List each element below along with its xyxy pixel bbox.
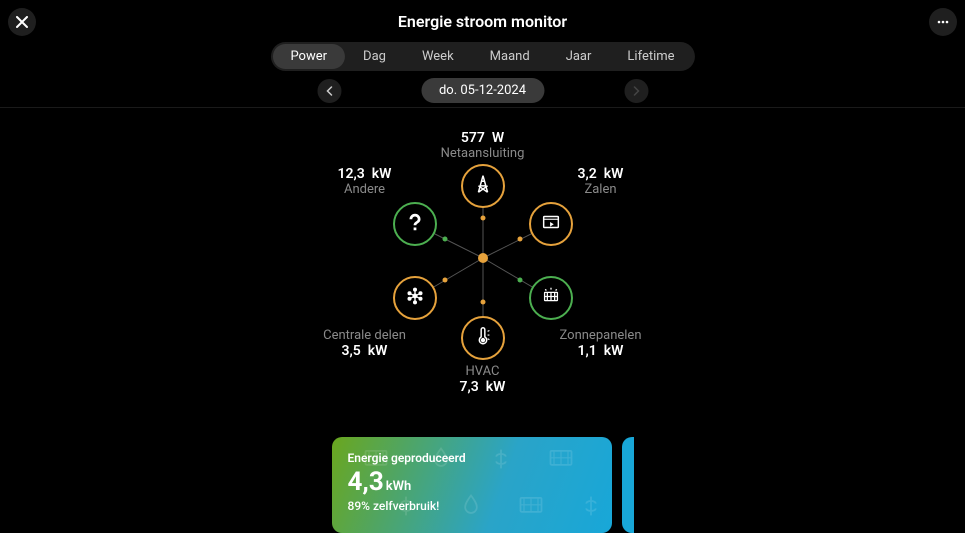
date-display[interactable]: do. 05-12-2024 <box>421 78 544 103</box>
label-hvac: HVAC7,3 kW <box>460 364 506 395</box>
question-icon <box>404 211 426 237</box>
label-zalen: 3,2 kWZalen <box>578 166 624 197</box>
page-title: Energie stroom monitor <box>0 12 965 31</box>
flow-dot-zalen <box>517 237 522 242</box>
card-subtitle: 89% zelfverbruik! <box>348 499 596 513</box>
next-card-peek[interactable] <box>622 437 634 533</box>
label-net: 577 WNetaansluiting <box>441 130 525 161</box>
tab-power[interactable]: Power <box>272 44 345 69</box>
node-solar[interactable] <box>529 276 573 320</box>
next-day-button[interactable] <box>624 79 648 103</box>
node-central[interactable] <box>393 276 437 320</box>
label-solar: Zonnepanelen1,1 kW <box>560 328 642 359</box>
tab-dag[interactable]: Dag <box>345 44 404 69</box>
thermo-icon <box>472 325 494 351</box>
center-hub <box>478 253 488 263</box>
tab-maand[interactable]: Maand <box>472 44 548 69</box>
topbar: Energie stroom monitor PowerDagWeekMaand… <box>0 0 965 108</box>
chevron-right-icon <box>632 86 640 96</box>
node-andere[interactable] <box>393 202 437 246</box>
period-tabs: PowerDagWeekMaandJaarLifetime <box>270 42 694 71</box>
card-value: 4,3 <box>348 467 384 497</box>
tower-icon <box>472 173 494 199</box>
flow-dot-central <box>443 278 448 283</box>
tab-lifetime[interactable]: Lifetime <box>609 44 692 69</box>
flow-dot-hvac <box>480 300 485 305</box>
tab-week[interactable]: Week <box>404 44 472 69</box>
flow-dot-net <box>480 216 485 221</box>
label-central: Centrale delen3,5 kW <box>323 328 406 359</box>
node-net[interactable] <box>461 164 505 208</box>
date-nav: do. 05-12-2024 <box>317 78 648 103</box>
energy-flow-diagram: 577 WNetaansluiting3,2 kWZalenZonnepanel… <box>333 108 633 408</box>
node-zalen[interactable] <box>529 202 573 246</box>
card-unit: kWh <box>386 479 412 494</box>
flow-dot-andere <box>443 237 448 242</box>
node-hvac[interactable] <box>461 316 505 360</box>
card-title: Energie geproduceerd <box>348 451 596 465</box>
network-icon <box>404 285 426 311</box>
screen-icon <box>540 211 562 237</box>
prev-day-button[interactable] <box>317 79 341 103</box>
flow-dot-solar <box>517 278 522 283</box>
energy-produced-card[interactable]: Energie geproduceerd 4,3kWh 89% zelfverb… <box>332 437 612 533</box>
label-andere: 12,3 kWAndere <box>338 166 392 197</box>
solar-icon <box>540 285 562 311</box>
summary-cards: Energie geproduceerd 4,3kWh 89% zelfverb… <box>332 437 634 533</box>
main-content: 577 WNetaansluiting 3,2 kWZalen Zonnepanel… <box>0 108 965 438</box>
chevron-left-icon <box>325 86 333 96</box>
tab-jaar[interactable]: Jaar <box>548 44 610 69</box>
